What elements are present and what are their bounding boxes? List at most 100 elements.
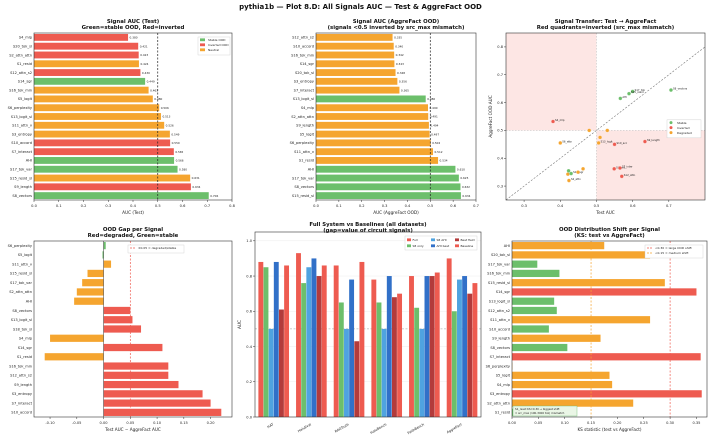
- y-tick-label: S14_sgr: [300, 62, 315, 66]
- y-tick-label: S6_perplexity: [290, 141, 315, 145]
- y-tick-label: S8_vectors: [294, 185, 314, 189]
- bar: [446, 258, 452, 417]
- y-tick-label: S6_perplexity: [8, 106, 33, 110]
- bar: [103, 380, 179, 389]
- bar: [316, 121, 429, 129]
- scatter-point: [581, 166, 585, 171]
- bar: [34, 183, 191, 191]
- inverted-quadrant: [506, 33, 597, 131]
- bar: [512, 251, 651, 259]
- data-label: 0.480: [154, 97, 162, 101]
- bar: [316, 192, 461, 200]
- legend-label: ±0.05 = degraded/stable: [138, 246, 176, 250]
- bar: [462, 276, 468, 417]
- bar: [512, 279, 665, 287]
- y-tick-label: S20_tok_sl: [491, 253, 510, 257]
- y-tick-label: S7_interact: [12, 401, 33, 405]
- y-tick-label: S8_vectors: [12, 194, 32, 198]
- point-label: S10_acc: [617, 141, 628, 145]
- bar: [512, 380, 613, 389]
- y-tick-label: S3_entropy: [490, 392, 511, 396]
- y-tick-label: S17_tok_var: [292, 176, 314, 180]
- ood_gap-title: OOD Gap per Signal: [103, 227, 163, 233]
- bar: [316, 130, 430, 138]
- legend-label: Full: [413, 238, 418, 242]
- point-label: S15_resid: [631, 90, 644, 94]
- legend-label: Inverted: [677, 126, 690, 130]
- bar: [316, 276, 322, 417]
- scatter-point: [565, 172, 570, 177]
- x-tick-label: 0.05: [126, 421, 134, 425]
- bar: [316, 60, 395, 68]
- bar: [316, 157, 439, 164]
- bar: [311, 258, 317, 417]
- bar: [512, 269, 560, 278]
- legend-label: S8 only: [413, 244, 424, 248]
- y-tick-label: S13_logit_sl: [11, 318, 32, 322]
- bar: [512, 297, 555, 305]
- x-tick-label: 0.8: [229, 204, 235, 208]
- bar: [258, 261, 264, 417]
- x-tick-label: HaluBench: [369, 422, 387, 435]
- x-tick-label: 0.7: [473, 204, 479, 208]
- data-label: 0.380: [130, 36, 138, 40]
- data-label: 0.631: [192, 176, 200, 180]
- bar: [457, 279, 462, 417]
- bar: [316, 104, 428, 112]
- bar: [103, 343, 163, 352]
- legend-marker: [669, 126, 673, 130]
- bar: [512, 260, 538, 268]
- y-tick-label: S1_resid: [17, 62, 32, 66]
- x-tick-label: 0.4: [405, 204, 411, 208]
- data-label: 0.491: [430, 115, 438, 119]
- bar: [103, 316, 133, 324]
- bar: [263, 267, 269, 417]
- bar: [386, 276, 392, 417]
- legend-swatch: [200, 43, 205, 47]
- y-tick-label: S4_mlp: [19, 36, 33, 40]
- point-label: S12_attn: [624, 173, 636, 177]
- bar: [512, 390, 702, 398]
- bar: [512, 371, 610, 379]
- x-tick-label: 0.7: [204, 204, 210, 208]
- y-tick-label: S10_accord: [11, 141, 32, 145]
- x-tick-label: 0.00: [100, 421, 109, 425]
- bar: [512, 325, 549, 333]
- y-tick-label: S13_logit_sl: [489, 300, 510, 304]
- data-label: 0.625: [460, 176, 468, 180]
- bar: [82, 279, 104, 287]
- bar: [316, 113, 429, 120]
- bar: [316, 95, 426, 103]
- x-tick-label: 0.20: [613, 421, 622, 425]
- bar: [316, 139, 431, 147]
- scatter-point: [643, 139, 647, 144]
- x-tick-label: 0.0: [313, 204, 319, 208]
- x-tick-label: 0.5: [594, 204, 600, 208]
- bar: [34, 60, 139, 68]
- y-tick-label: AHI: [26, 300, 32, 304]
- y-tick-label: S7_interact: [12, 150, 33, 154]
- legend-box: [666, 119, 702, 139]
- legend-label: Stable OOD: [208, 38, 226, 42]
- y-tick-label: S2_attn_attn: [9, 290, 32, 294]
- bar: [50, 334, 104, 342]
- y-tick-label: S5_logit: [18, 253, 33, 257]
- legend-swatch: [407, 244, 411, 248]
- y-tick-label: 0.0: [246, 415, 252, 419]
- y-tick-label: S14_sgr: [18, 80, 33, 84]
- bar: [316, 86, 400, 94]
- legend-marker: [669, 131, 673, 135]
- bar: [34, 148, 174, 156]
- scatter-point: [612, 166, 617, 171]
- point-label: S9_length: [647, 138, 660, 142]
- test_auc-title: Signal AUC (Test): [107, 19, 159, 25]
- transfer-frame: [505, 32, 706, 201]
- inverted-quadrant: [596, 130, 705, 200]
- y-tick-label: S15_resid_sl: [10, 272, 32, 276]
- bar: [429, 276, 435, 417]
- bar: [512, 242, 605, 250]
- x-tick-label: 0.4: [557, 204, 563, 208]
